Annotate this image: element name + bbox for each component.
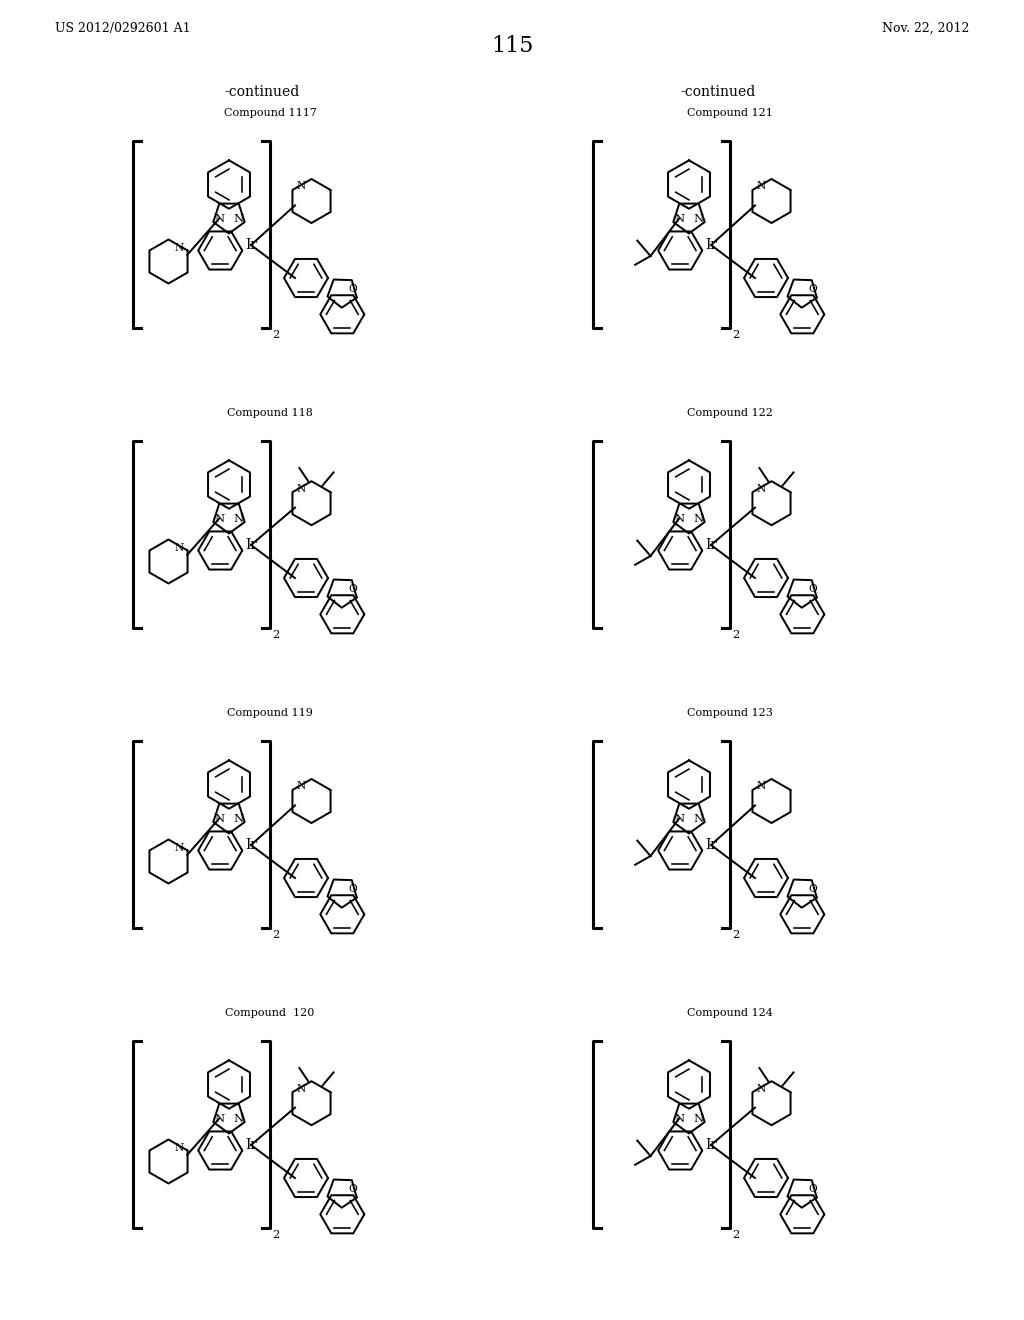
Text: Compound 1117: Compound 1117 bbox=[223, 108, 316, 119]
Text: N: N bbox=[674, 214, 684, 223]
Text: US 2012/0292601 A1: US 2012/0292601 A1 bbox=[55, 22, 190, 36]
Text: 2: 2 bbox=[272, 929, 280, 940]
Text: Compound 119: Compound 119 bbox=[227, 709, 313, 718]
Text: N: N bbox=[297, 484, 306, 494]
Text: Ir: Ir bbox=[706, 539, 717, 552]
Text: N: N bbox=[214, 513, 224, 524]
Text: N: N bbox=[674, 1114, 684, 1123]
Text: Compound 124: Compound 124 bbox=[687, 1008, 773, 1019]
Text: N: N bbox=[297, 780, 306, 791]
Text: Compound 122: Compound 122 bbox=[687, 408, 773, 418]
Text: O: O bbox=[349, 884, 357, 894]
Text: 2: 2 bbox=[732, 630, 739, 640]
Text: N: N bbox=[297, 181, 306, 190]
Text: O: O bbox=[809, 284, 817, 294]
Text: N: N bbox=[694, 813, 703, 824]
Text: 2: 2 bbox=[732, 330, 739, 339]
Text: O: O bbox=[349, 284, 357, 294]
Text: N: N bbox=[694, 214, 703, 223]
Text: Ir: Ir bbox=[706, 238, 717, 252]
Text: 115: 115 bbox=[490, 36, 534, 57]
Text: O: O bbox=[809, 884, 817, 894]
Text: N: N bbox=[757, 484, 766, 494]
Text: N: N bbox=[674, 513, 684, 524]
Text: N: N bbox=[175, 544, 184, 553]
Text: N: N bbox=[175, 243, 184, 253]
Text: N: N bbox=[175, 1143, 184, 1154]
Text: Ir: Ir bbox=[245, 838, 257, 851]
Text: N: N bbox=[214, 214, 224, 223]
Text: O: O bbox=[809, 1184, 817, 1195]
Text: N: N bbox=[757, 780, 766, 791]
Text: N: N bbox=[297, 1084, 306, 1094]
Text: 2: 2 bbox=[272, 1230, 280, 1239]
Text: Ir: Ir bbox=[245, 238, 257, 252]
Text: O: O bbox=[349, 1184, 357, 1195]
Text: N: N bbox=[233, 1114, 244, 1123]
Text: Compound 118: Compound 118 bbox=[227, 408, 313, 418]
Text: 2: 2 bbox=[732, 929, 739, 940]
Text: N: N bbox=[233, 813, 244, 824]
Text: O: O bbox=[809, 585, 817, 594]
Text: N: N bbox=[214, 1114, 224, 1123]
Text: 2: 2 bbox=[272, 630, 280, 640]
Text: Compound  120: Compound 120 bbox=[225, 1008, 314, 1019]
Text: 2: 2 bbox=[272, 330, 280, 339]
Text: Compound 121: Compound 121 bbox=[687, 108, 773, 119]
Text: 2: 2 bbox=[732, 1230, 739, 1239]
Text: N: N bbox=[233, 513, 244, 524]
Text: Ir: Ir bbox=[706, 1138, 717, 1152]
Text: N: N bbox=[694, 513, 703, 524]
Text: N: N bbox=[674, 813, 684, 824]
Text: N: N bbox=[233, 214, 244, 223]
Text: O: O bbox=[349, 585, 357, 594]
Text: N: N bbox=[694, 1114, 703, 1123]
Text: Nov. 22, 2012: Nov. 22, 2012 bbox=[882, 22, 969, 36]
Text: Ir: Ir bbox=[245, 1138, 257, 1152]
Text: Compound 123: Compound 123 bbox=[687, 709, 773, 718]
Text: Ir: Ir bbox=[706, 838, 717, 851]
Text: N: N bbox=[757, 181, 766, 190]
Text: -continued: -continued bbox=[224, 84, 300, 99]
Text: N: N bbox=[214, 813, 224, 824]
Text: Ir: Ir bbox=[245, 539, 257, 552]
Text: -continued: -continued bbox=[680, 84, 756, 99]
Text: N: N bbox=[175, 843, 184, 853]
Text: N: N bbox=[757, 1084, 766, 1094]
